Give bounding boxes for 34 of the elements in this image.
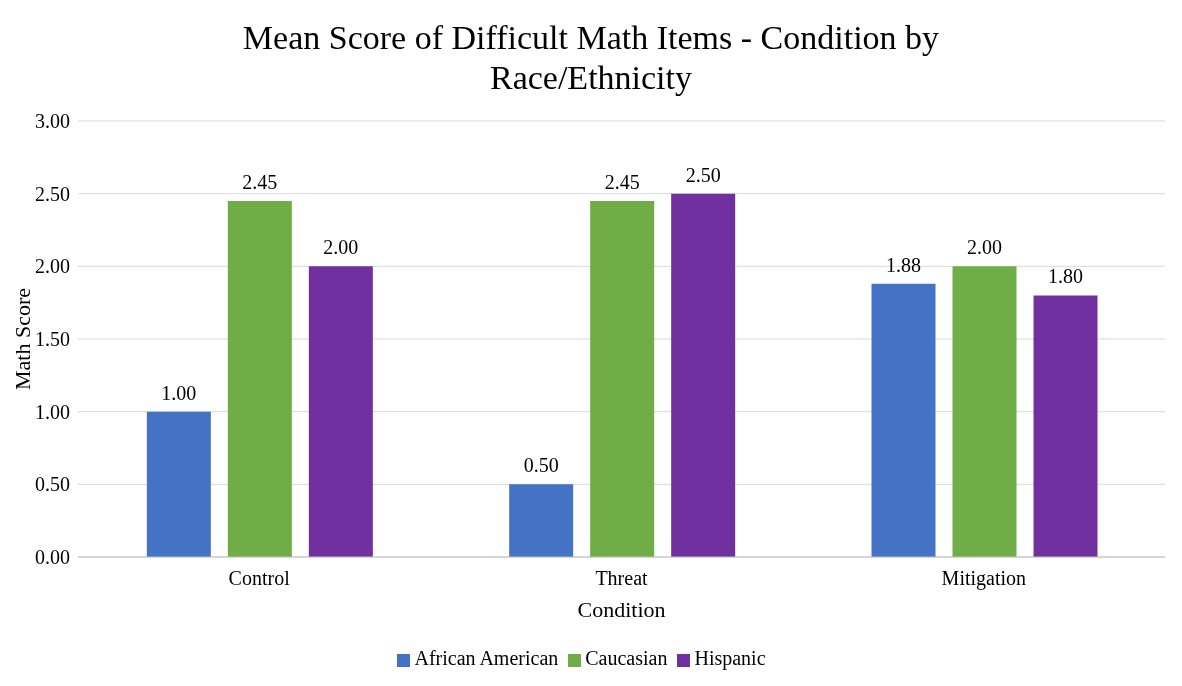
y-tick-label: 0.00 [35, 546, 70, 569]
data-label: 2.00 [967, 236, 1003, 259]
bar [671, 193, 736, 557]
bar [146, 411, 211, 557]
y-tick-label: 3.00 [35, 110, 70, 133]
bar [1033, 295, 1098, 557]
x-tick-label: Mitigation [941, 567, 1027, 591]
bar [227, 200, 292, 557]
y-tick-label: 1.50 [35, 328, 70, 351]
y-axis-title: Math Score [9, 287, 35, 391]
x-tick-label: Control [228, 567, 291, 590]
bar [871, 283, 936, 557]
bar [509, 484, 574, 557]
bar [308, 266, 373, 557]
data-label: 2.00 [323, 236, 359, 259]
data-label: 1.80 [1048, 265, 1084, 288]
y-tick-label: 2.00 [35, 255, 70, 278]
y-tick-label: 1.00 [35, 400, 70, 423]
bar [952, 266, 1017, 557]
data-label: 1.88 [886, 253, 922, 276]
data-label: 2.50 [685, 163, 721, 186]
bar [590, 200, 655, 557]
legend-label: Caucasian [585, 647, 668, 669]
data-label: 2.45 [242, 170, 278, 193]
legend-label: Hispanic [694, 647, 766, 669]
data-label: 1.00 [161, 381, 197, 404]
data-label: 2.45 [604, 170, 640, 193]
legend-label: African American [414, 647, 559, 669]
chart-title: Mean Score of Difficult Math Items - Condition by Race/Ethnicity [241, 18, 941, 98]
x-axis-title: Condition [577, 597, 666, 622]
data-label: 0.50 [523, 454, 559, 477]
x-tick-label: Threat [595, 567, 649, 590]
y-tick-label: 2.50 [35, 182, 70, 205]
y-tick-label: 0.50 [35, 473, 70, 496]
